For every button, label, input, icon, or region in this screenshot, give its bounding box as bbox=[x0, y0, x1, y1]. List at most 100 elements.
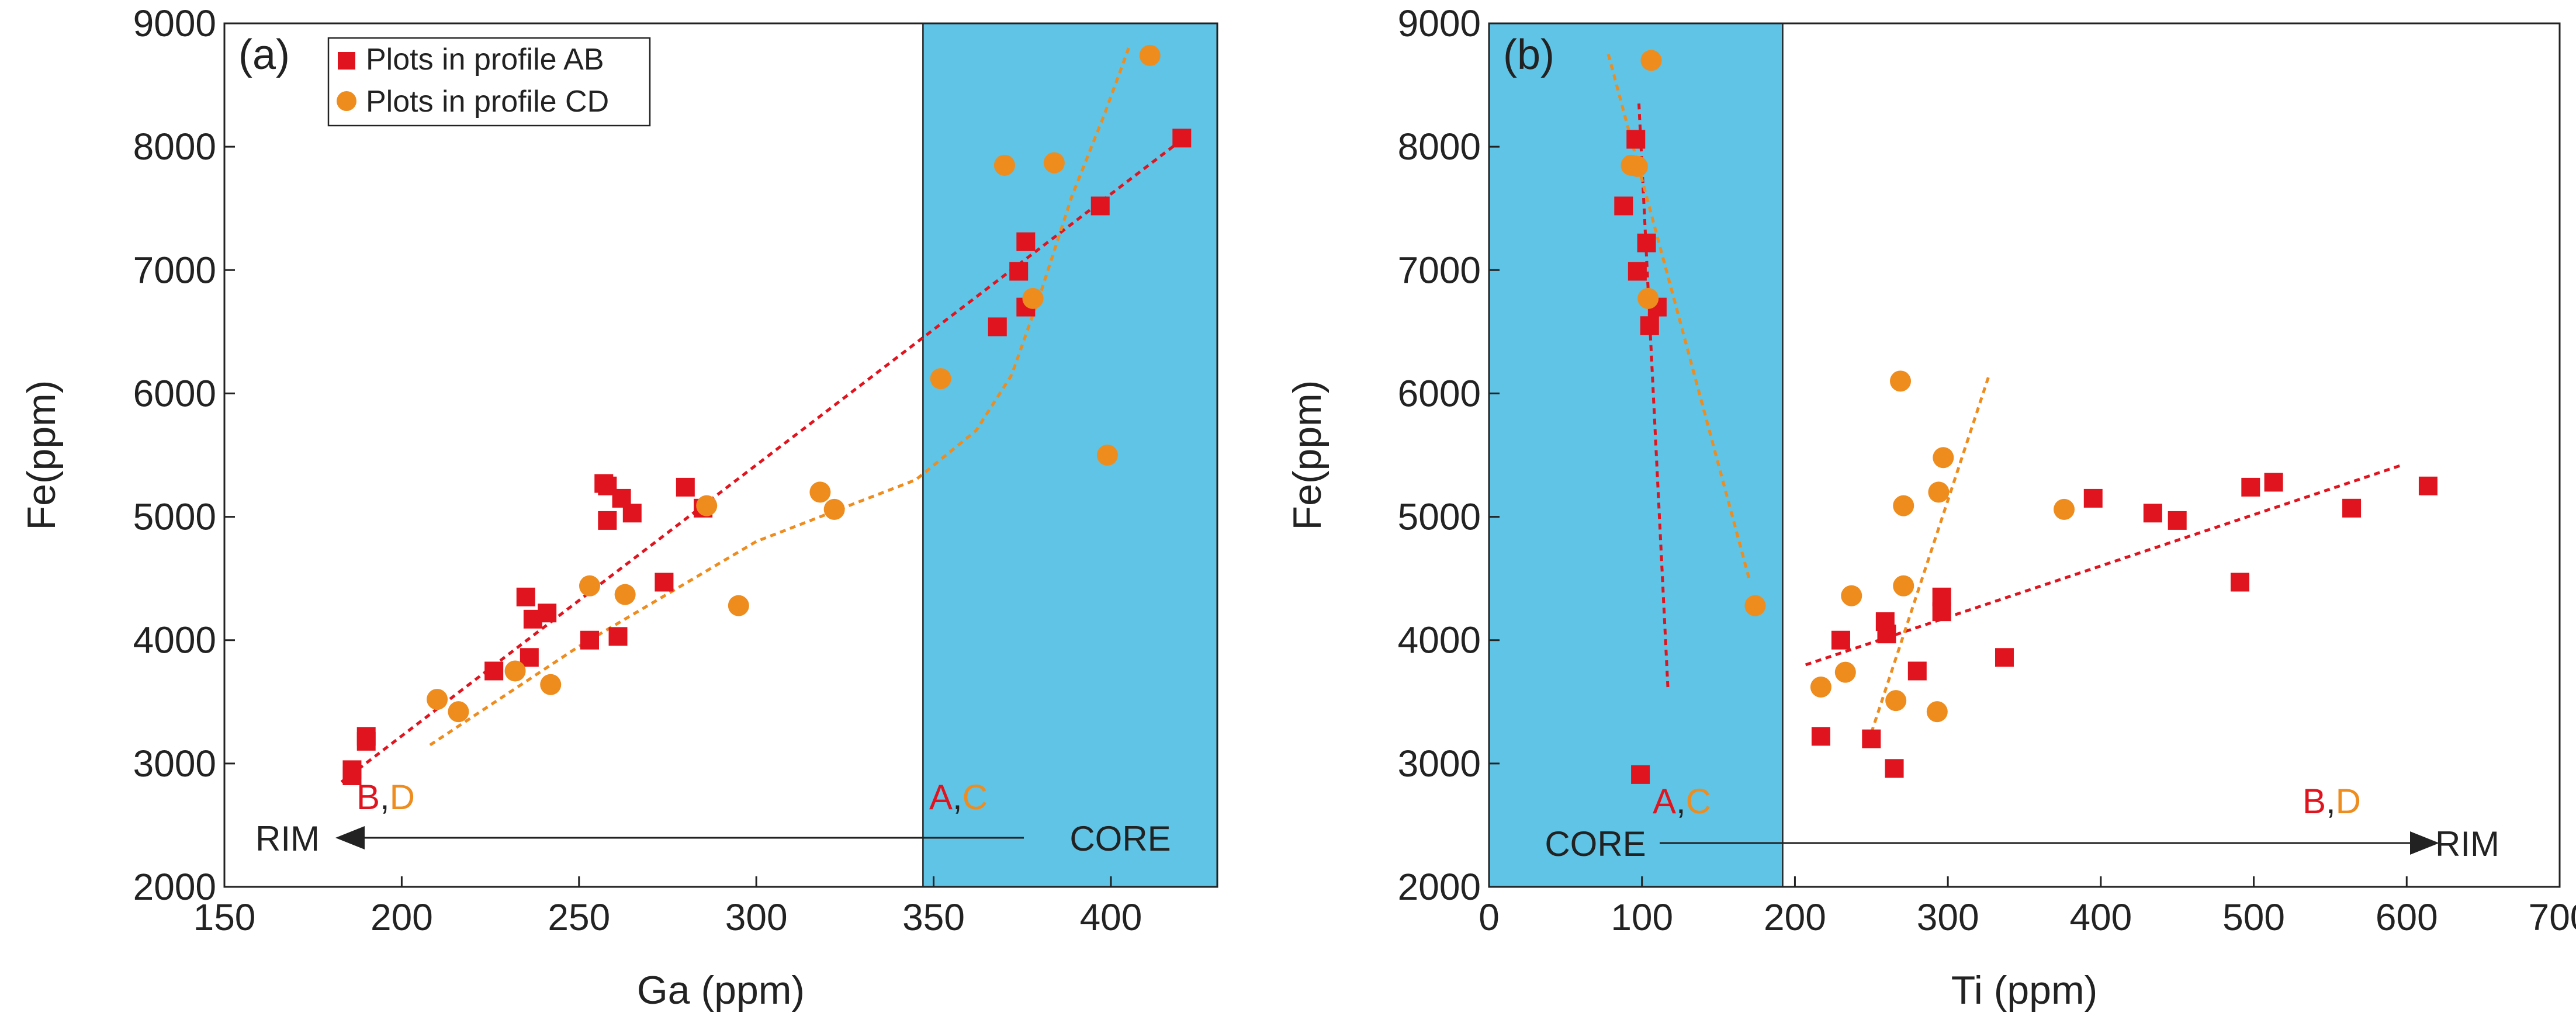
legend-square-marker bbox=[338, 52, 355, 70]
data-point-ab-4 bbox=[1631, 765, 1650, 784]
annotation-left-text: CORE bbox=[1545, 824, 1646, 863]
data-point-ab-5 bbox=[1637, 233, 1656, 252]
data-point-cd-4 bbox=[540, 674, 562, 695]
trendline-1 bbox=[340, 133, 1190, 783]
data-point-cd-5 bbox=[1744, 595, 1766, 616]
x-tick-label: 600 bbox=[2376, 896, 2438, 938]
trendline-4 bbox=[1869, 374, 1991, 733]
annotation-right-letters-part: , bbox=[2326, 782, 2336, 821]
data-point-ab-12 bbox=[1877, 625, 1896, 644]
data-point-cd-11 bbox=[1893, 575, 1914, 597]
data-point-ab-9 bbox=[538, 604, 557, 623]
annotation-left-text: RIM bbox=[255, 819, 320, 858]
annotation-right-letters-part: C bbox=[962, 778, 988, 817]
data-point-cd-13 bbox=[1926, 701, 1948, 723]
data-point-cd-16 bbox=[1139, 44, 1161, 66]
data-point-ab-25 bbox=[2418, 476, 2437, 495]
data-point-ab-4 bbox=[356, 731, 376, 751]
x-tick-label: 700 bbox=[2529, 896, 2576, 938]
data-point-ab-6 bbox=[1640, 316, 1659, 335]
arrow-head-icon bbox=[2410, 831, 2439, 855]
data-point-cd-7 bbox=[1834, 661, 1856, 683]
data-point-cd-7 bbox=[696, 495, 718, 516]
x-tick-label: 350 bbox=[902, 896, 965, 938]
y-tick-label: 2000 bbox=[133, 866, 216, 908]
x-tick-label: 500 bbox=[2222, 896, 2285, 938]
y-tick-label: 6000 bbox=[133, 372, 216, 414]
data-point-ab-9 bbox=[1831, 630, 1850, 650]
data-point-cd-9 bbox=[1885, 690, 1907, 712]
annotation-left-letters: A,C bbox=[1653, 782, 1711, 821]
data-point-ab-8 bbox=[1811, 727, 1830, 746]
data-point-ab-7 bbox=[520, 648, 539, 667]
panel-b-chart: 0 100 200 300 400 500 600 700 2000 3000 4000 5000 60… bbox=[1285, 2, 2576, 1012]
data-point-ab-14 bbox=[1907, 661, 1927, 681]
x-tick-label: 400 bbox=[1080, 896, 1142, 938]
data-point-ab-23 bbox=[1016, 232, 1036, 251]
data-point-ab-16 bbox=[622, 504, 642, 523]
y-tick-label: 5000 bbox=[133, 496, 216, 538]
x-tick-label: 0 bbox=[1479, 896, 1500, 938]
x-tick-label: 300 bbox=[1917, 896, 1979, 938]
panel-label: (a) bbox=[238, 32, 290, 78]
annotation-left-letters-part: D bbox=[390, 778, 415, 817]
legend-box bbox=[327, 37, 651, 127]
trendline-1 bbox=[1637, 103, 1670, 690]
annotation-left-letters-part: , bbox=[1676, 782, 1686, 821]
data-point-cd-2 bbox=[1626, 155, 1648, 177]
annotation-right-letters-part: B bbox=[2303, 782, 2326, 821]
annotation-left-letters-part: B bbox=[356, 778, 380, 817]
y-tick-label: 8000 bbox=[1398, 126, 1481, 168]
data-point-ab-21 bbox=[2231, 573, 2250, 592]
data-point-cd-10 bbox=[1890, 370, 1912, 392]
data-point-ab-10 bbox=[580, 630, 599, 650]
trendline-2 bbox=[1606, 54, 1751, 579]
legend-entry-ab: Plots in profile AB bbox=[366, 43, 604, 77]
core-shaded-region bbox=[922, 22, 1218, 888]
data-point-ab-25 bbox=[1172, 129, 1192, 148]
arrow-head-icon bbox=[335, 826, 365, 849]
data-point-cd-6 bbox=[1810, 676, 1831, 698]
y-tick-label: 2000 bbox=[1398, 866, 1481, 908]
y-tick-label: 7000 bbox=[1398, 249, 1481, 291]
data-point-cd-2 bbox=[448, 701, 469, 723]
x-tick-label: 100 bbox=[1611, 896, 1673, 938]
data-point-cd-3 bbox=[1637, 287, 1659, 309]
data-point-ab-5 bbox=[484, 661, 504, 681]
data-point-cd-16 bbox=[2054, 498, 2075, 520]
data-point-ab-20 bbox=[988, 317, 1007, 337]
annotation-left-letters-part: C bbox=[1686, 782, 1711, 821]
panel-label: (b) bbox=[1503, 32, 1554, 78]
panel-a-chart: 150 200 250 300 350 400 2000 3000 4000 5000 6000 70… bbox=[19, 2, 1218, 1012]
annotation-right-letters-part: D bbox=[2336, 782, 2361, 821]
y-tick-label: 8000 bbox=[133, 126, 216, 168]
legend-entry-cd: Plots in profile CD bbox=[366, 85, 609, 119]
data-point-cd-14 bbox=[1928, 481, 1950, 503]
annotation-right-letters: A,C bbox=[929, 778, 988, 817]
annotation-right-letters-part: A bbox=[929, 778, 953, 817]
legend: Plots in profile AB Plots in profile CD bbox=[327, 37, 651, 127]
data-point-ab-21 bbox=[1009, 262, 1029, 281]
y-tick-label: 6000 bbox=[1398, 372, 1481, 414]
data-point-cd-14 bbox=[1043, 152, 1065, 174]
data-point-ab-17 bbox=[655, 573, 674, 592]
data-point-cd-8 bbox=[1841, 585, 1862, 606]
data-point-ab-18 bbox=[2083, 488, 2103, 508]
x-axis-label: Ga (ppm) bbox=[637, 968, 805, 1012]
data-point-cd-1 bbox=[427, 689, 448, 710]
data-point-cd-10 bbox=[823, 498, 845, 520]
annotation-right-letters: B,D bbox=[2303, 782, 2361, 821]
data-point-cd-5 bbox=[579, 575, 600, 597]
x-axis-label: Ti (ppm) bbox=[1951, 968, 2098, 1012]
data-point-ab-22 bbox=[2241, 477, 2260, 497]
y-tick-label: 9000 bbox=[1398, 2, 1481, 44]
annotation-left-letters-part: , bbox=[380, 778, 390, 817]
annotation-right-text: RIM bbox=[2435, 824, 2499, 863]
data-point-cd-15 bbox=[1096, 445, 1118, 466]
x-tick-label: 400 bbox=[2069, 896, 2132, 938]
data-point-ab-18 bbox=[676, 477, 695, 497]
data-point-ab-10 bbox=[1862, 729, 1881, 748]
data-point-cd-12 bbox=[993, 154, 1015, 176]
x-tick-label: 150 bbox=[193, 896, 256, 938]
data-point-ab-20 bbox=[2168, 511, 2187, 530]
